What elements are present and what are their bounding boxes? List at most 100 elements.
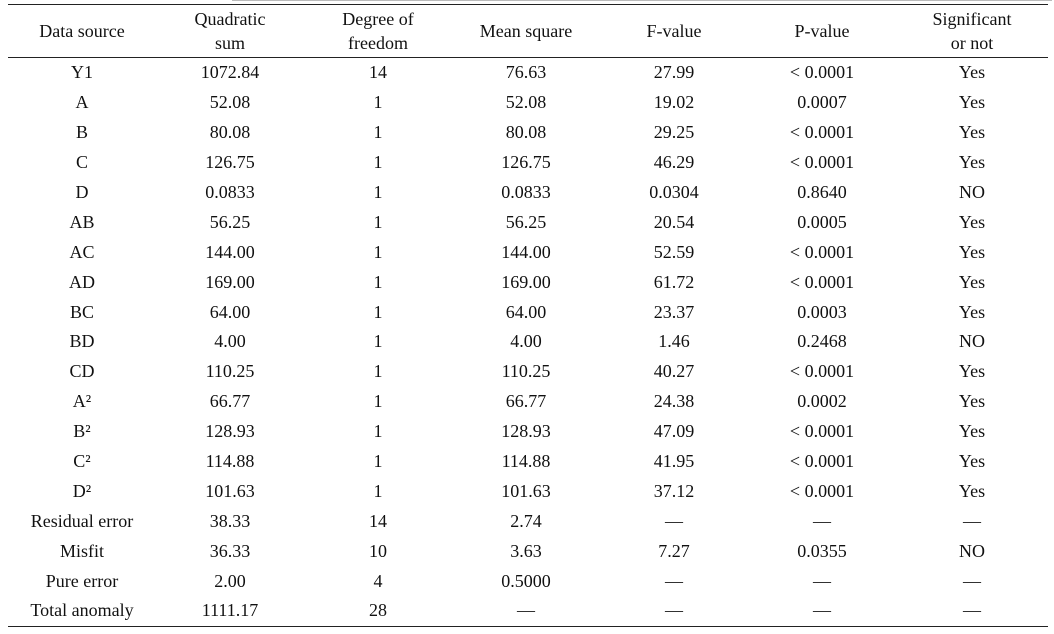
cell-degree-of-freedom: 4 xyxy=(373,570,383,591)
cell-mean-square: 4.00 xyxy=(510,331,542,352)
cell-significant-or-not: — xyxy=(963,570,981,591)
cell-degree-of-freedom: 1 xyxy=(373,211,383,232)
cell-f-value: — xyxy=(665,510,683,531)
cell-data-source: B² xyxy=(73,421,91,442)
header-line: sum xyxy=(214,33,245,53)
cell-significant-or-not: Yes xyxy=(958,301,986,322)
cell-mean-square: 2.74 xyxy=(510,510,542,531)
cell-mean-square: 52.08 xyxy=(505,92,547,113)
table-body: Y1 1072.84 14 76.63 27.99 < 0.0001 Yes A 52.08 1 5… xyxy=(8,58,1048,627)
cell-data-source: C xyxy=(75,152,88,173)
header-line: or not xyxy=(950,33,994,53)
header-significant-or-not: Significant or not xyxy=(896,5,1048,58)
cell-data-source: A² xyxy=(72,391,92,412)
cell-significant-or-not: NO xyxy=(959,331,985,352)
cell-significant-or-not: Yes xyxy=(958,92,986,113)
header-degree-of-freedom: Degree of freedom xyxy=(304,5,452,58)
cell-p-value: 0.0355 xyxy=(797,540,847,561)
cell-p-value: 0.0007 xyxy=(797,92,847,113)
cell-f-value: 0.0304 xyxy=(649,182,699,202)
cell-mean-square: 169.00 xyxy=(501,271,551,292)
cell-quadratic-sum: 56.25 xyxy=(209,211,251,232)
anova-table: Data source Quadratic sum Degree of freedom M… xyxy=(8,4,1048,627)
header-line: Quadratic xyxy=(194,9,266,29)
cell-quadratic-sum: 144.00 xyxy=(205,241,255,262)
cell-f-value: 24.38 xyxy=(653,391,695,412)
cell-mean-square: 101.63 xyxy=(501,480,551,501)
table-row: B² 128.93 1 128.93 47.09 < 0.0001 Yes xyxy=(8,417,1048,447)
cell-quadratic-sum: 1072.84 xyxy=(200,62,260,83)
cell-degree-of-freedom: 1 xyxy=(373,331,383,352)
cell-degree-of-freedom: 28 xyxy=(304,596,452,627)
cell-p-value: 0.0003 xyxy=(797,301,847,322)
cell-data-source: Total anomaly xyxy=(8,596,156,627)
cell-significant-or-not: Yes xyxy=(958,62,986,83)
cell-f-value: 46.29 xyxy=(653,152,695,173)
table-row: AB 56.25 1 56.25 20.54 0.0005 Yes xyxy=(8,207,1048,237)
header-line: freedom xyxy=(348,33,408,53)
cell-significant-or-not: Yes xyxy=(958,211,986,232)
cell-f-value: 29.25 xyxy=(653,122,695,143)
cell-f-value: — xyxy=(665,570,683,591)
cell-data-source: CD xyxy=(69,361,95,382)
cell-significant-or-not: NO xyxy=(959,540,985,561)
cell-mean-square: 144.00 xyxy=(501,241,551,262)
cell-degree-of-freedom: 1 xyxy=(373,182,383,202)
cell-mean-square: 114.88 xyxy=(501,451,551,472)
cell-p-value: < 0.0001 xyxy=(789,480,855,501)
table-row: D² 101.63 1 101.63 37.12 < 0.0001 Yes xyxy=(8,476,1048,506)
cell-quadratic-sum: 110.25 xyxy=(205,361,255,382)
table-row: CD 110.25 1 110.25 40.27 < 0.0001 Yes xyxy=(8,357,1048,387)
cell-data-source: B xyxy=(75,122,88,143)
cell-f-value: 1.46 xyxy=(658,331,690,352)
cell-quadratic-sum: 114.88 xyxy=(205,451,255,472)
cell-p-value: < 0.0001 xyxy=(789,122,855,143)
cell-f-value: 41.95 xyxy=(653,451,695,472)
cell-quadratic-sum: 0.0833 xyxy=(205,182,255,202)
cell-degree-of-freedom: 1 xyxy=(373,391,383,412)
cell-f-value: 47.09 xyxy=(653,421,695,442)
table-row: Total anomaly 1111.17 28— — — — xyxy=(8,596,1048,627)
cell-f-value: 19.02 xyxy=(653,92,695,113)
cell-data-source: Y1 xyxy=(71,62,93,83)
cell-significant-or-not: Yes xyxy=(958,152,986,173)
table-row: Y1 1072.84 14 76.63 27.99 < 0.0001 Yes xyxy=(8,58,1048,88)
cell-significant-or-not: Yes xyxy=(958,122,986,143)
cell-quadratic-sum: 4.00 xyxy=(214,331,246,352)
table-row: BD 4.00 1 4.00 1.46 0.2468 NO xyxy=(8,327,1048,357)
cell-mean-square: 0.0833 xyxy=(501,182,551,202)
header-quadratic-sum: Quadratic sum xyxy=(156,5,304,58)
cell-quadratic-sum: 80.08 xyxy=(209,122,251,143)
cell-significant-or-not: Yes xyxy=(958,421,986,442)
cell-p-value: 0.0005 xyxy=(797,211,847,232)
cell-significant-or-not: Yes xyxy=(958,391,986,412)
cell-degree-of-freedom: 14 xyxy=(369,510,387,531)
table-row: C² 114.88 1 114.88 41.95 < 0.0001 Yes xyxy=(8,447,1048,477)
cell-significant-or-not: NO xyxy=(959,182,985,202)
cell-degree-of-freedom: 1 xyxy=(373,271,383,292)
table-row: Residual error 38.33 14 2.74 — — — xyxy=(8,506,1048,536)
top-divider xyxy=(232,0,1052,1)
cell-quadratic-sum: 36.33 xyxy=(209,540,251,561)
cell-data-source: Misfit xyxy=(59,540,104,561)
cell-significant-or-not: Yes xyxy=(958,241,986,262)
cell-data-source: D xyxy=(75,182,89,202)
cell-degree-of-freedom: 1 xyxy=(373,480,383,501)
cell-quadratic-sum: 66.77 xyxy=(209,391,251,412)
cell-mean-square: 110.25 xyxy=(501,361,551,382)
cell-degree-of-freedom: 10 xyxy=(369,540,387,561)
cell-quadratic-sum: 1111.17 xyxy=(156,596,304,627)
cell-significant-or-not: Yes xyxy=(958,271,986,292)
header-line: Significant xyxy=(932,9,1012,29)
cell-data-source: AC xyxy=(69,241,95,262)
cell-mean-square: 80.08 xyxy=(505,122,547,143)
cell-p-value: 0.2468 xyxy=(797,331,847,352)
header-line: Mean square xyxy=(479,21,573,41)
table-row: Misfit 36.33 10 3.63 7.27 0.0355 NO xyxy=(8,536,1048,566)
table-row: Pure error 2.00 4 0.5000 — — — xyxy=(8,566,1048,596)
header-f-value: F-value xyxy=(600,5,748,58)
table-row: A 52.08 1 52.08 19.02 0.0007 Yes xyxy=(8,88,1048,118)
header-p-value: P-value xyxy=(748,5,896,58)
table-row: AC 144.00 1 144.00 52.59 < 0.0001 Yes xyxy=(8,237,1048,267)
